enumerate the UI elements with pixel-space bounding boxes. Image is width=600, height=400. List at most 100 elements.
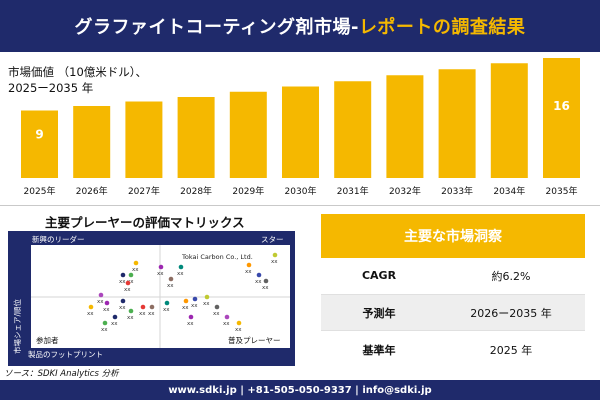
company-dot: [192, 296, 198, 302]
insight-value: 約6.2%: [491, 269, 531, 283]
x-tick-label: 2034年: [493, 185, 525, 197]
x-tick-label: 2030年: [285, 185, 317, 197]
x-tick-label: 2025年: [24, 185, 56, 197]
company-label: xx: [119, 279, 126, 285]
source-note: ソース：SDKI Analytics 分析: [4, 369, 119, 379]
bar: [21, 110, 58, 178]
company-label: xx: [97, 299, 104, 305]
bar-data-label: 16: [553, 99, 570, 113]
company-dot: [88, 304, 94, 310]
insight-value: 2026ー2035 年: [470, 306, 552, 320]
title-bar: グラファイトコーティング剤市場- レポートの調査結果: [0, 0, 600, 52]
bar: [73, 106, 111, 178]
evaluation-matrix: 新興のリーダー スター xx xx xx xx xx xx xx xx xx xx xx xx xx xx…: [8, 231, 295, 366]
x-tick-label: 2031年: [337, 185, 369, 197]
company-label: xx: [262, 285, 269, 291]
company-label: xx: [87, 311, 94, 317]
company-label: xx: [132, 267, 139, 273]
company-dot: [125, 280, 131, 286]
matrix-label-emerging-leaders: 新興のリーダー: [32, 235, 85, 244]
company-dot: [102, 320, 108, 326]
company-label: xx: [271, 259, 278, 265]
insight-label: 基準年: [362, 343, 396, 357]
x-tick-label: 2026年: [76, 185, 108, 197]
bar: [386, 75, 424, 178]
company-dot: [188, 314, 194, 320]
company-label: xx: [148, 311, 155, 317]
company-dot: [98, 292, 104, 298]
company-label: xx: [127, 279, 134, 285]
insights-heading: 主要な市場洞察: [321, 214, 585, 258]
insight-row-cagr: CAGR 約6.2%: [321, 258, 585, 295]
company-dot: [246, 262, 252, 268]
bar: [438, 69, 476, 178]
company-label: xx: [124, 287, 131, 293]
bar: [490, 63, 528, 178]
company-label: xx: [157, 271, 164, 277]
footer-contact: www.sdki.jp | +81-505-050-9337 | info@sd…: [0, 380, 600, 400]
company-label: xx: [213, 311, 220, 317]
matrix-y-axis-label: 市場シェア/順位: [13, 298, 22, 354]
company-label: xx: [177, 271, 184, 277]
company-dot: [236, 320, 242, 326]
insight-row-base-year: 基準年 2025 年: [321, 331, 585, 368]
company-dot: [149, 304, 155, 310]
company-label: xx: [245, 269, 252, 275]
company-dot: [128, 272, 134, 278]
company-dot: [263, 278, 269, 284]
x-tick-label: 2032年: [389, 185, 421, 197]
bar: [229, 91, 267, 178]
company-dot: [133, 260, 139, 266]
insight-label: 予測年: [362, 306, 396, 320]
chart-ylabel: 市場価値 （10億米ドル）、 2025ー2035 年: [8, 64, 147, 96]
company-label: xx: [255, 279, 262, 285]
company-dot: [183, 298, 189, 304]
bar: [543, 58, 580, 178]
page-title: グラファイトコーティング剤市場-: [74, 17, 359, 38]
bar: [177, 97, 215, 178]
company-dot: [112, 314, 118, 320]
company-label: xx: [167, 283, 174, 289]
matrix-label-participants: 参加者: [36, 336, 59, 345]
company-dot: [168, 276, 174, 282]
company-label: xx: [235, 327, 242, 333]
company-dot: [178, 264, 184, 270]
insight-row-forecast: 予測年 2026ー2035 年: [321, 294, 585, 332]
company-dot: [204, 294, 210, 300]
company-dot: [214, 304, 220, 310]
x-tick-label: 2028年: [180, 185, 212, 197]
company-label: xx: [163, 307, 170, 313]
company-label: xx: [223, 321, 230, 327]
company-label: xx: [119, 305, 126, 311]
matrix-label-pervasive-players: 普及プレーヤー: [228, 336, 281, 345]
company-label: xx: [101, 327, 108, 333]
company-dot: [120, 298, 126, 304]
company-label: xx: [103, 307, 110, 313]
company-label: xx: [191, 303, 198, 309]
insight-value: 2025 年: [489, 343, 533, 357]
company-dot: [140, 304, 146, 310]
matrix-x-axis-label: 製品のフットプリント: [28, 350, 103, 359]
bar: [125, 101, 163, 178]
named-company-label: Tokai Carbon Co., Ltd.: [181, 253, 253, 261]
bar: [282, 86, 319, 178]
company-label: xx: [127, 315, 134, 321]
x-tick-label: 2027年: [128, 185, 160, 197]
company-label: xx: [111, 321, 118, 327]
matrix-title: 主要プレーヤーの評価マトリックス: [45, 215, 245, 230]
x-tick-label: 2035年: [546, 185, 578, 197]
company-label: xx: [203, 301, 210, 307]
company-dot: [120, 272, 126, 278]
company-dot: [104, 300, 110, 306]
company-dot: [128, 308, 134, 314]
company-dot: [158, 264, 164, 270]
insight-label: CAGR: [361, 269, 397, 283]
chart-ylabel-line2: 2025ー2035 年: [8, 81, 94, 95]
matrix-label-stars: スター: [261, 235, 284, 244]
company-label: xx: [182, 305, 189, 311]
company-dot: [224, 314, 230, 320]
page-title-accent: レポートの調査結果: [358, 17, 526, 38]
company-label: xx: [187, 321, 194, 327]
bar: [334, 81, 372, 178]
